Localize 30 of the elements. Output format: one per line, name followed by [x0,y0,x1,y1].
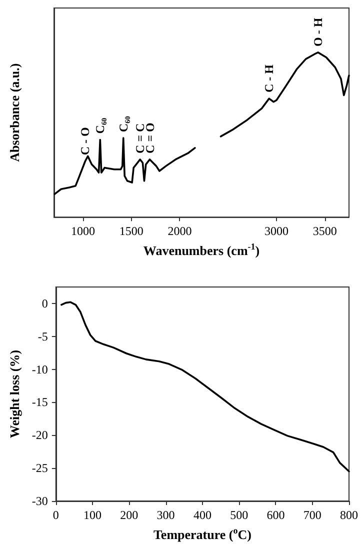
x-tick-label: 0 [52,508,59,522]
y-axis-title: Weight loss (%) [7,350,22,438]
x-tick-label: 500 [230,508,248,522]
x-tick-label: 2000 [168,224,192,238]
x-tick-label: 700 [303,508,322,522]
x-tick-label: 200 [120,508,138,522]
x-tick-label: 3000 [264,224,288,238]
annotation: C = C [133,123,148,154]
y-tick-label: 0 [42,296,48,310]
y-tick-label: -15 [32,395,48,410]
y-tick-label: -25 [32,461,48,476]
annotation: O - H [311,17,326,46]
x-tick-label: 800 [340,508,358,522]
x-tick-label: 600 [266,508,285,522]
y-tick-label: -30 [32,494,48,508]
x-tick-label: 3500 [312,224,337,238]
line-series [60,301,350,472]
annotation: C - O [78,127,92,156]
x-tick-label: 1500 [119,224,144,238]
annotation: C₆₀ [93,117,108,134]
x-tick-label: 1000 [71,224,96,238]
y-axis-title: Absorbance (a.u.) [7,63,22,162]
x-tick-label: 100 [84,508,102,522]
y-tick-label: -5 [38,329,48,344]
x-tick-label: 300 [156,508,175,522]
annotation: C - H [262,64,276,93]
annotation: C₆₀ [116,116,130,132]
y-tick-label: -10 [32,362,48,376]
x-tick-label: 400 [193,508,212,522]
y-tick-label: -20 [32,428,48,442]
